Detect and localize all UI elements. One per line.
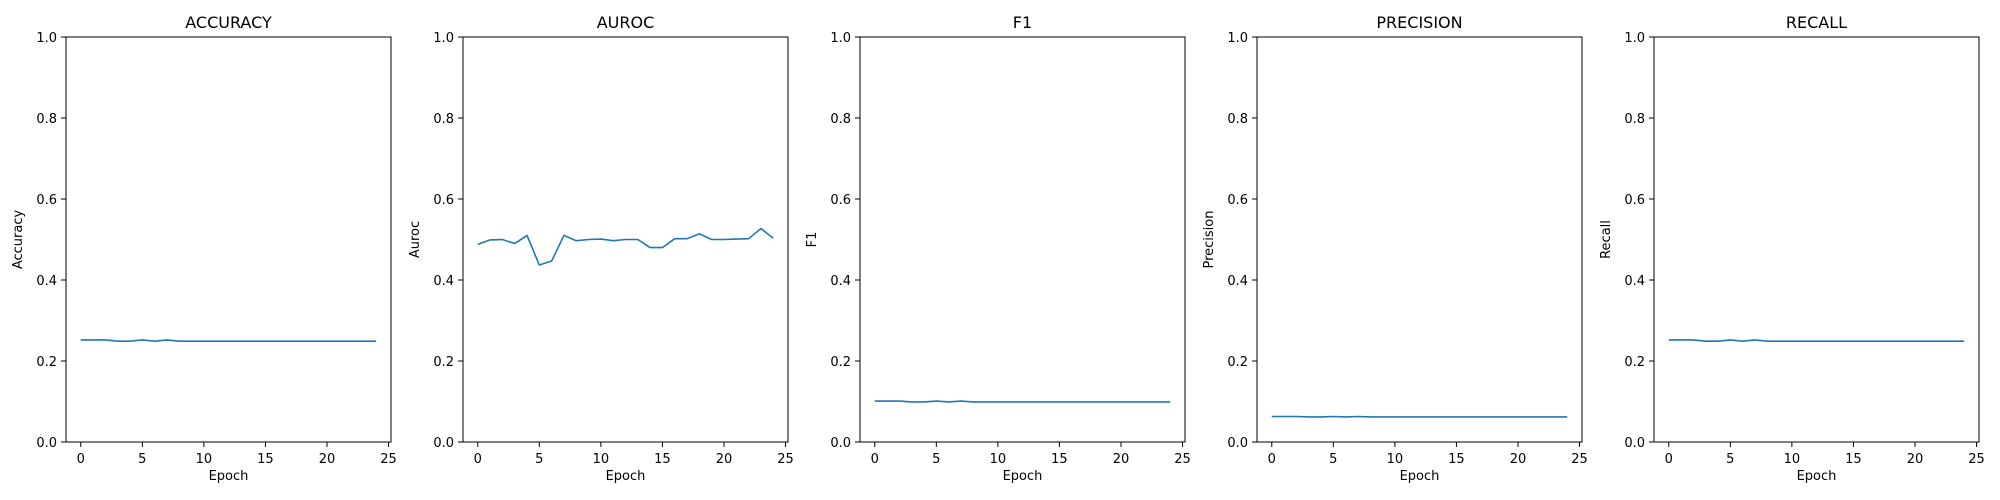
chart-panel-precision: PRECISION 0.0 0.2 0.4 0.6 0.8 1.0 0 5 10 15 20 25 Epo… (1202, 13, 1588, 484)
y-tick-label: 0.4 (433, 274, 454, 289)
y-tick-label: 0.6 (830, 193, 851, 208)
y-tick-label: 0.2 (1624, 355, 1645, 370)
y-tick-label: 0.8 (1227, 112, 1248, 127)
x-axis-label: Epoch (1003, 469, 1043, 484)
y-tick-label: 0.4 (1624, 274, 1645, 289)
x-tick-label: 0 (871, 452, 879, 467)
axes-frame (1653, 36, 1980, 443)
x-tick-label: 5 (932, 452, 940, 467)
chart-title: PRECISION (1376, 13, 1462, 32)
chart-title: F1 (1013, 13, 1032, 32)
y-tick-label: 0.4 (36, 274, 57, 289)
x-tick-label: 10 (196, 452, 213, 467)
x-tick-label: 15 (1845, 452, 1862, 467)
chart-panel-f1: F1 0.0 0.2 0.4 0.6 0.8 1.0 0 5 10 15 20 25 Epoch F1 (805, 13, 1191, 484)
y-tick-label: 0.6 (1624, 193, 1645, 208)
x-tick-label: 25 (1968, 452, 1985, 467)
y-axis-label: Recall (1599, 220, 1614, 259)
x-tick-label: 25 (380, 452, 397, 467)
x-tick-label: 20 (1510, 452, 1527, 467)
y-tick-label: 0.6 (1227, 193, 1248, 208)
y-tick-label: 0.8 (433, 112, 454, 127)
y-axis-label: Accuracy (11, 210, 26, 270)
chart-panel-recall: RECALL 0.0 0.2 0.4 0.6 0.8 1.0 0 5 10 15 20 25 Epoch R… (1599, 13, 1985, 484)
x-tick-label: 0 (474, 452, 482, 467)
chart-title: RECALL (1786, 13, 1847, 32)
x-tick-label: 0 (1665, 452, 1673, 467)
x-tick-label: 15 (654, 452, 671, 467)
x-tick-label: 15 (1051, 452, 1068, 467)
chart-title: ACCURACY (185, 13, 272, 32)
x-tick-label: 10 (593, 452, 610, 467)
y-axis-label: F1 (805, 232, 820, 248)
y-tick-label: 0.0 (433, 436, 454, 451)
x-tick-label: 0 (1268, 452, 1276, 467)
x-tick-label: 0 (77, 452, 85, 467)
axes-frame (1256, 36, 1583, 443)
axes-frame (859, 36, 1186, 443)
x-tick-label: 15 (1448, 452, 1465, 467)
x-tick-label: 10 (1387, 452, 1404, 467)
y-tick-label: 0.2 (830, 355, 851, 370)
series-line-f1 (874, 400, 1171, 403)
x-tick-label: 25 (1571, 452, 1588, 467)
x-tick-label: 10 (1784, 452, 1801, 467)
x-tick-label: 20 (1113, 452, 1130, 467)
y-tick-label: 0.6 (433, 193, 454, 208)
x-tick-label: 5 (1726, 452, 1734, 467)
y-tick-label: 0.8 (1624, 112, 1645, 127)
y-tick-label: 1.0 (36, 31, 57, 46)
y-tick-label: 1.0 (433, 31, 454, 46)
x-axis-label: Epoch (606, 469, 646, 484)
x-tick-label: 5 (1329, 452, 1337, 467)
y-tick-label: 0.2 (36, 355, 57, 370)
y-tick-label: 0.0 (1227, 436, 1248, 451)
x-tick-label: 20 (319, 452, 336, 467)
x-axis-label: Epoch (1797, 469, 1837, 484)
x-tick-label: 25 (1174, 452, 1191, 467)
axes-frame (462, 36, 789, 443)
y-tick-label: 1.0 (1227, 31, 1248, 46)
x-tick-label: 20 (716, 452, 733, 467)
x-tick-label: 5 (535, 452, 543, 467)
x-axis-label: Epoch (209, 469, 249, 484)
x-tick-label: 20 (1907, 452, 1924, 467)
y-tick-label: 0.0 (36, 436, 57, 451)
chart-title: AUROC (597, 13, 655, 32)
x-tick-label: 25 (777, 452, 794, 467)
x-tick-label: 10 (990, 452, 1007, 467)
series-line-recall (1668, 339, 1965, 342)
axes-frame (65, 36, 392, 443)
y-tick-label: 0.4 (1227, 274, 1248, 289)
y-tick-label: 1.0 (830, 31, 851, 46)
chart-panel-auroc: AUROC 0.0 0.2 0.4 0.6 0.8 1.0 0 5 10 15 20 25 Epoch Au… (408, 13, 794, 484)
y-tick-label: 0.4 (830, 274, 851, 289)
y-tick-label: 0.0 (1624, 436, 1645, 451)
x-tick-label: 5 (138, 452, 146, 467)
x-tick-label: 15 (257, 452, 274, 467)
y-tick-label: 0.0 (830, 436, 851, 451)
x-axis-label: Epoch (1400, 469, 1440, 484)
y-axis-label: Precision (1202, 210, 1217, 268)
series-line-accuracy (80, 339, 377, 342)
y-tick-label: 0.8 (36, 112, 57, 127)
y-tick-label: 0.2 (433, 355, 454, 370)
y-tick-label: 0.6 (36, 193, 57, 208)
y-tick-label: 0.2 (1227, 355, 1248, 370)
series-line-auroc (477, 227, 774, 266)
chart-panel-accuracy: ACCURACY 0.0 0.2 0.4 0.6 0.8 1.0 0 5 10 15 20 25 Epoc… (11, 13, 397, 484)
y-tick-label: 0.8 (830, 112, 851, 127)
y-tick-label: 1.0 (1624, 31, 1645, 46)
y-axis-label: Auroc (408, 221, 423, 258)
